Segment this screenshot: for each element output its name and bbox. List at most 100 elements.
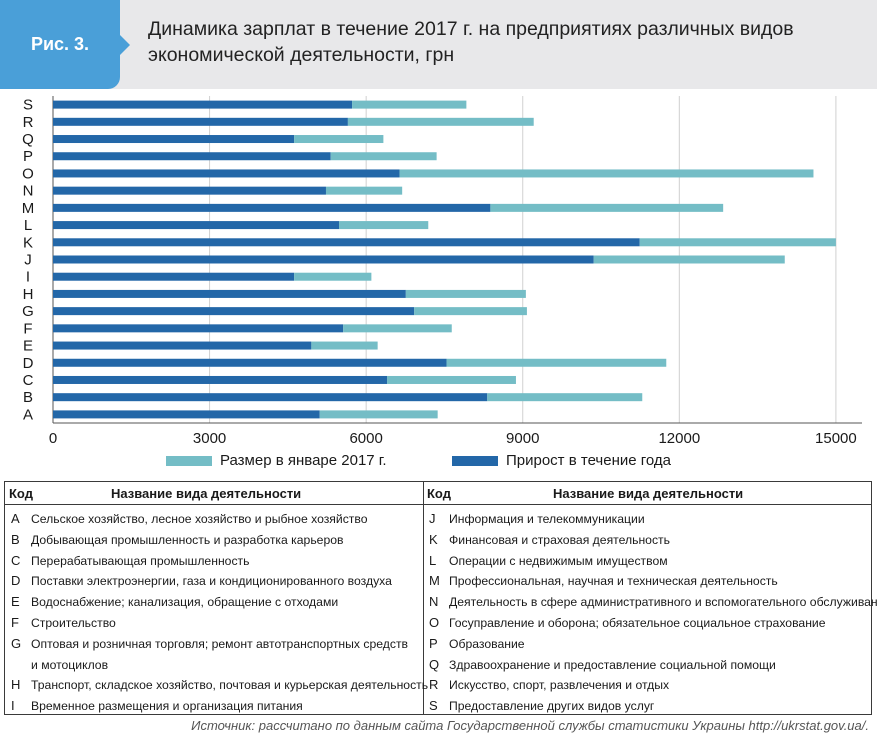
bar-january-I: [53, 272, 295, 281]
table-row: G Оптовая и розничная торговля; ремонт ав…: [5, 634, 423, 655]
bar-january-H: [53, 289, 406, 298]
header-code: Код: [427, 486, 451, 501]
y-tick-label: M: [22, 200, 35, 217]
table-rows-right: J Информация и телекоммуникации K Финансова…: [423, 505, 877, 717]
row-code: E: [11, 594, 20, 610]
bar-growth-J: [593, 255, 785, 264]
bar-growth-M: [490, 203, 724, 212]
y-tick-label: L: [24, 217, 32, 234]
y-tick-label: R: [23, 114, 34, 131]
bar-january-B: [53, 393, 488, 402]
y-tick-label: A: [23, 406, 33, 423]
y-tick-label: S: [23, 97, 33, 114]
table-row: B Добывающая промышленность и разработка …: [5, 530, 423, 551]
table-row: P Образование: [423, 634, 871, 655]
table-row: F Строительство: [5, 613, 423, 634]
row-code: M: [429, 573, 440, 589]
table-rows-left: A Сельское хозяйство, лесное хозяйство и …: [5, 505, 428, 717]
table-column-left: Код Название вида деятельности A Сельское…: [5, 482, 428, 717]
row-name: Строительство: [31, 615, 116, 630]
y-tick-label: G: [22, 303, 34, 320]
y-tick-label: F: [23, 320, 32, 337]
y-tick-label: P: [23, 148, 33, 165]
legend-item-january: Размер в январе 2017 г.: [166, 452, 387, 469]
table-row: N Деятельность в сфере административного …: [423, 592, 877, 613]
source-note: Источник: рассчитано по данным сайта Гос…: [191, 718, 869, 733]
table-row: S Предоставление других видов услуг: [423, 696, 871, 717]
row-name: Деятельность в сфере административного и…: [449, 595, 877, 610]
x-tick-label: 0: [49, 430, 57, 447]
row-name: Сельское хозяйство, лесное хозяйство и р…: [31, 512, 368, 526]
table-row: D Поставки электроэнергии, газа и кондици…: [5, 571, 423, 592]
bar-growth-C: [387, 375, 516, 384]
table-row: M Профессиональная, научная и техническая…: [423, 571, 871, 592]
row-code: B: [11, 531, 20, 547]
bar-growth-O: [399, 169, 814, 178]
bar-january-D: [53, 358, 447, 367]
bar-january-J: [53, 255, 594, 264]
y-tick-label: C: [23, 372, 34, 389]
bar-january-O: [53, 169, 400, 178]
row-name: Перерабатывающая промышленность: [31, 553, 250, 568]
y-tick-label: N: [23, 183, 34, 200]
activity-codes-table: Код Название вида деятельности A Сельское…: [4, 481, 877, 717]
row-code: L: [429, 552, 437, 568]
bar-growth-A: [319, 410, 438, 419]
table-row: H Транспорт, складское хозяйство, почтова…: [5, 675, 428, 696]
bar-january-S: [53, 100, 353, 109]
table-row: Q Здравоохранение и предоставление социал…: [423, 655, 871, 676]
legend-swatch-january: [166, 455, 212, 466]
bar-january-N: [53, 186, 326, 195]
row-name: Транспорт, складское хозяйство, почтовая…: [31, 678, 429, 693]
bar-growth-E: [311, 341, 378, 350]
y-tick-label: B: [23, 389, 33, 406]
table-header-left: Код Название вида деятельности: [5, 482, 423, 505]
y-tick-label: O: [22, 165, 34, 182]
x-tick-label: 6000: [349, 430, 382, 447]
bar-growth-Q: [294, 135, 384, 144]
row-code: P: [429, 635, 438, 651]
header-name: Название вида деятельности: [111, 486, 302, 501]
bar-january-M: [53, 203, 491, 212]
figure-label: Рис. 3.: [0, 0, 130, 89]
row-name: и мотоциклов: [31, 657, 109, 672]
bar-growth-K: [639, 238, 836, 247]
chart-title-line1: Динамика зарплат в течение 2017 г. на пр…: [148, 18, 794, 40]
y-tick-label: Q: [22, 131, 34, 148]
table-row: C Перерабатывающая промышленность: [5, 551, 423, 572]
row-name: Образование: [449, 636, 525, 651]
row-code: S: [429, 698, 438, 714]
row-name: Здравоохранение и предоставление социаль…: [449, 657, 776, 672]
legend-label-january: Размер в январе 2017 г.: [220, 452, 387, 469]
bar-growth-B: [487, 393, 643, 402]
row-code: Q: [429, 656, 440, 672]
bar-growth-G: [414, 307, 527, 316]
table-row: A Сельское хозяйство, лесное хозяйство и …: [5, 509, 423, 530]
row-code: A: [11, 511, 20, 526]
y-tick-label: J: [24, 252, 32, 269]
bar-growth-F: [343, 324, 452, 333]
y-tick-label: K: [23, 234, 33, 251]
row-code: J: [429, 511, 436, 526]
legend-swatch-growth: [452, 455, 498, 466]
row-code: D: [11, 573, 21, 589]
table-row: E Водоснабжение; канализация, обращение с…: [5, 592, 423, 613]
x-tick-label: 15000: [815, 430, 857, 447]
row-name: Финансовая и страховая деятельность: [449, 532, 670, 547]
row-name: Операции с недвижимым имуществом: [449, 553, 668, 568]
bar-january-A: [53, 410, 320, 419]
legend-item-growth: Прирост в течение года: [452, 452, 671, 469]
x-tick-label: 12000: [658, 430, 700, 447]
row-code: K: [429, 531, 438, 547]
row-name: Профессиональная, научная и техническая …: [449, 574, 778, 589]
bar-january-G: [53, 307, 415, 316]
bar-growth-S: [352, 100, 467, 109]
bar-january-R: [53, 117, 348, 126]
table-row: O Госуправление и оборона; обязательное с…: [423, 613, 871, 634]
row-name: Временное размещения и организация питан…: [31, 699, 303, 714]
bar-growth-R: [347, 117, 534, 126]
bar-growth-D: [446, 358, 667, 367]
table-row: I Временное размещения и организация пита…: [5, 696, 423, 717]
row-name: Оптовая и розничная торговля; ремонт авт…: [31, 636, 409, 651]
row-name: Искусство, спорт, развлечения и отдых: [449, 678, 670, 693]
